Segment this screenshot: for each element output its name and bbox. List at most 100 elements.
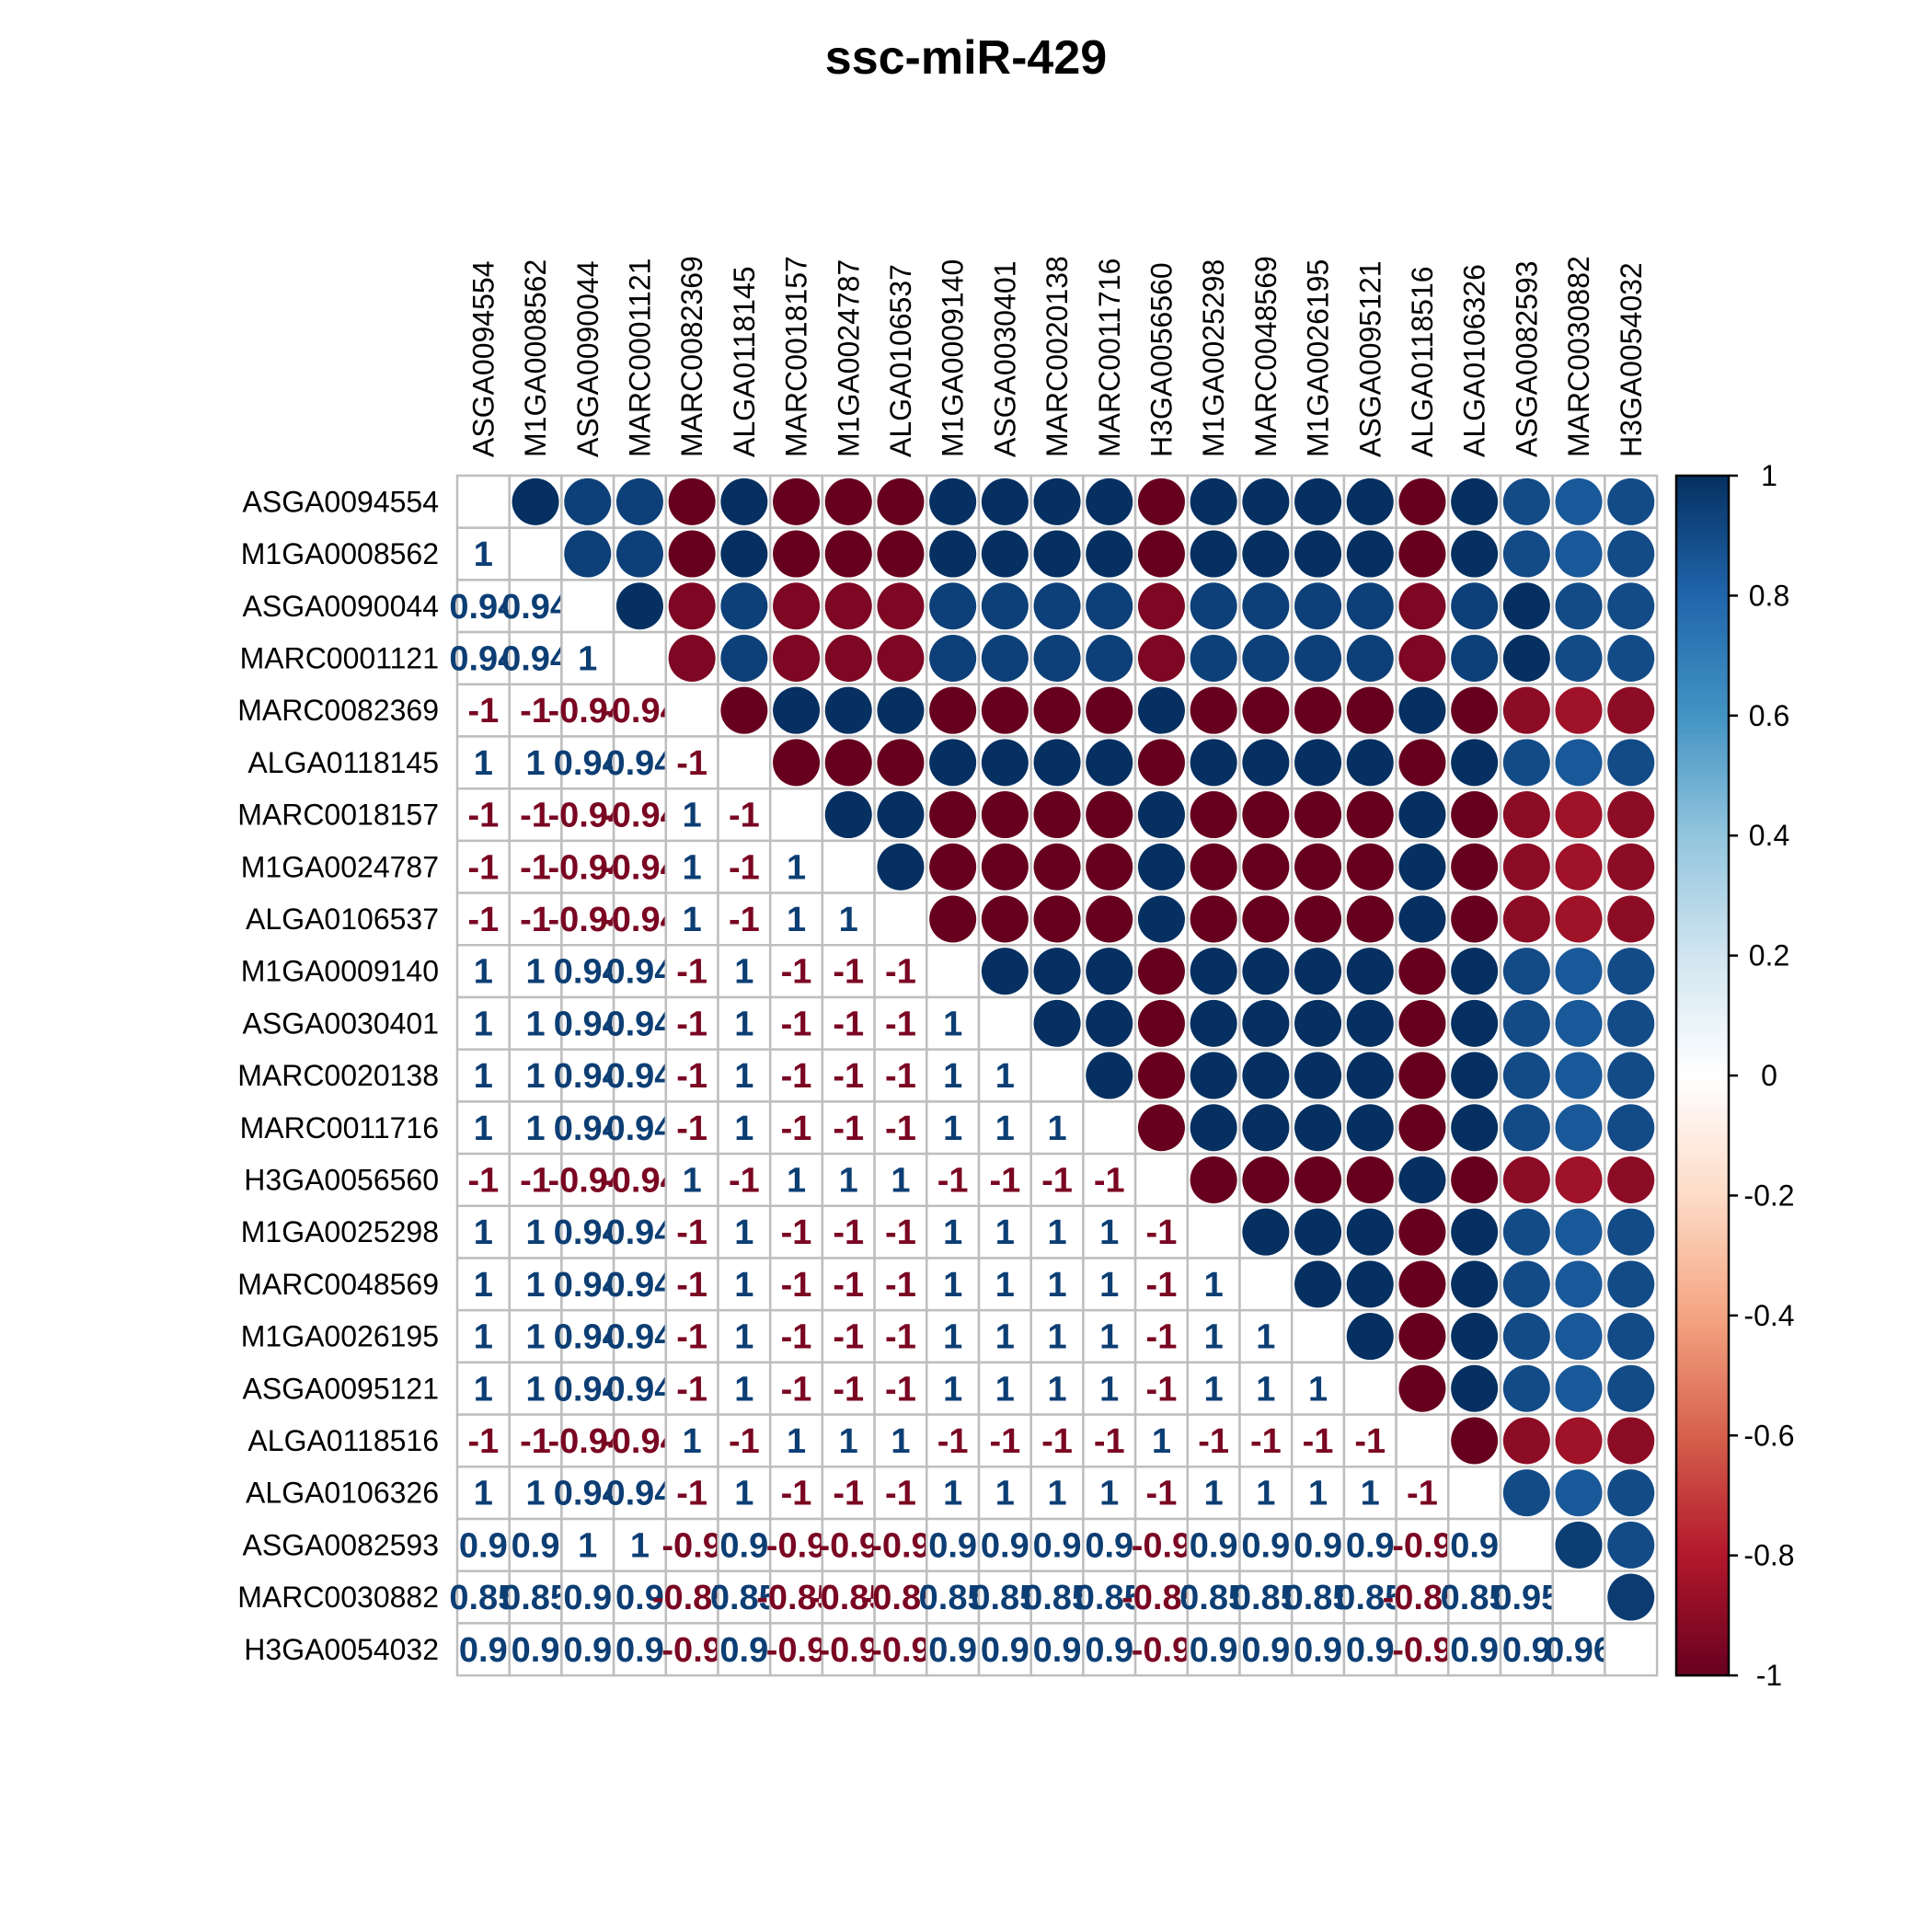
- correlation-value: 0.9: [1294, 1631, 1342, 1670]
- color-legend-segment: [1676, 619, 1729, 627]
- color-legend-segment: [1676, 1171, 1729, 1179]
- correlation-circle: [1607, 686, 1655, 734]
- correlation-value: 1: [787, 1422, 806, 1461]
- matrix-cell: [560, 995, 615, 1051]
- correlation-circle: [1555, 634, 1603, 682]
- correlation-circle: [1607, 999, 1655, 1047]
- correlation-circle: [1137, 791, 1185, 839]
- correlation-value: 1: [1204, 1475, 1224, 1513]
- color-legend-segment: [1676, 709, 1729, 717]
- matrix-cell: [977, 995, 1032, 1051]
- matrix-cell: [977, 1517, 1032, 1572]
- row-label: H3GA0054032: [244, 1633, 439, 1666]
- correlation-value: -0.9: [1392, 1526, 1452, 1565]
- matrix-cell: [1447, 1570, 1502, 1625]
- correlation-value: -0.9: [819, 1526, 879, 1565]
- color-legend-segment: [1676, 1261, 1729, 1269]
- correlation-circle: [1451, 739, 1499, 787]
- correlation-circle: [1086, 1052, 1133, 1099]
- correlation-circle: [1137, 530, 1185, 578]
- correlation-value: 0.94: [449, 639, 517, 678]
- correlation-circle: [1242, 999, 1290, 1047]
- correlation-circle: [1451, 999, 1499, 1047]
- correlation-circle: [1555, 530, 1603, 578]
- correlation-circle: [1607, 843, 1655, 891]
- matrix-cell: [873, 1517, 928, 1572]
- correlation-value: 0.9: [615, 1631, 664, 1670]
- color-legend-segment: [1676, 1009, 1729, 1017]
- correlation-circle: [1242, 530, 1290, 578]
- correlation-circle: [1451, 1260, 1499, 1308]
- matrix-cell: [455, 1204, 511, 1259]
- correlation-value: -1: [1146, 1475, 1178, 1513]
- correlation-value: -1: [467, 1161, 499, 1200]
- color-legend-segment: [1676, 1075, 1729, 1083]
- color-legend-segment: [1676, 997, 1729, 1005]
- color-legend-segment: [1676, 883, 1729, 891]
- correlation-value: 1: [1256, 1318, 1275, 1357]
- correlation-circle: [1242, 1156, 1290, 1203]
- matrix-cell: [1082, 1152, 1137, 1208]
- correlation-circle: [1137, 948, 1185, 995]
- correlation-circle: [1398, 999, 1446, 1047]
- correlation-value: -1: [1094, 1422, 1125, 1461]
- correlation-circle: [1398, 582, 1446, 630]
- correlation-circle: [773, 686, 821, 734]
- color-legend-segment: [1676, 985, 1729, 993]
- row-label: ASGA0094554: [243, 485, 440, 518]
- correlation-value: -0.9: [870, 1526, 930, 1565]
- correlation-value: 1: [1047, 1318, 1066, 1357]
- correlation-circle: [1607, 634, 1655, 682]
- color-legend-segment: [1676, 1627, 1729, 1635]
- correlation-value: 1: [474, 1110, 493, 1148]
- correlation-value: 1: [1099, 1370, 1119, 1409]
- correlation-circle: [1502, 895, 1550, 943]
- correlation-value: 1: [1361, 1475, 1380, 1513]
- correlation-value: -1: [467, 901, 499, 939]
- correlation-circle: [1346, 686, 1394, 734]
- correlation-value: 1: [525, 953, 545, 992]
- matrix-cell: [612, 683, 668, 738]
- color-legend-segment: [1676, 1207, 1729, 1215]
- correlation-value: 0.9: [1450, 1526, 1499, 1565]
- correlation-value: 1: [943, 1475, 962, 1513]
- correlation-value: -1: [1407, 1475, 1438, 1513]
- correlation-circle: [1607, 477, 1655, 525]
- color-legend-segment: [1676, 889, 1729, 897]
- correlation-value: 0.94: [605, 953, 673, 992]
- color-legend-segment: [1676, 1057, 1729, 1065]
- row-label: ASGA0095121: [243, 1372, 440, 1405]
- correlation-circle: [1502, 1052, 1550, 1099]
- correlation-value: 0.9: [719, 1526, 768, 1565]
- correlation-value: 0.94: [605, 1110, 673, 1148]
- matrix-cell: [1133, 1152, 1190, 1208]
- color-legend-segment: [1676, 553, 1729, 561]
- column-label: ASGA0030401: [988, 261, 1021, 458]
- correlation-value: -1: [676, 953, 707, 992]
- color-legend-segment: [1676, 1285, 1729, 1293]
- correlation-circle: [929, 530, 977, 578]
- correlation-value: 1: [1099, 1213, 1119, 1252]
- row-label: MARC0082369: [237, 694, 439, 727]
- column-label: MARC0020138: [1041, 256, 1074, 457]
- correlation-circle: [1294, 895, 1342, 943]
- correlation-value: 1: [683, 901, 702, 939]
- matrix-cell: [664, 1308, 719, 1364]
- color-legend-segment: [1676, 751, 1729, 759]
- color-legend-segment: [1676, 1339, 1729, 1347]
- color-legend-segment: [1676, 1549, 1729, 1557]
- correlation-circle: [981, 530, 1029, 578]
- correlation-value: 0.85: [501, 1579, 569, 1617]
- color-legend-segment: [1676, 1039, 1729, 1047]
- matrix-cell: [560, 891, 615, 947]
- correlation-value: -1: [781, 1318, 812, 1357]
- matrix-cell: [560, 839, 615, 894]
- color-legend-segment: [1676, 1669, 1729, 1677]
- matrix-cell: [1133, 1570, 1190, 1625]
- matrix-cell: [873, 891, 928, 947]
- matrix-cell: [1290, 1361, 1346, 1416]
- correlation-circle: [1242, 948, 1290, 995]
- correlation-value: 1: [474, 1475, 493, 1513]
- matrix-cell: [1029, 1466, 1085, 1521]
- correlation-value: 1: [1204, 1266, 1224, 1305]
